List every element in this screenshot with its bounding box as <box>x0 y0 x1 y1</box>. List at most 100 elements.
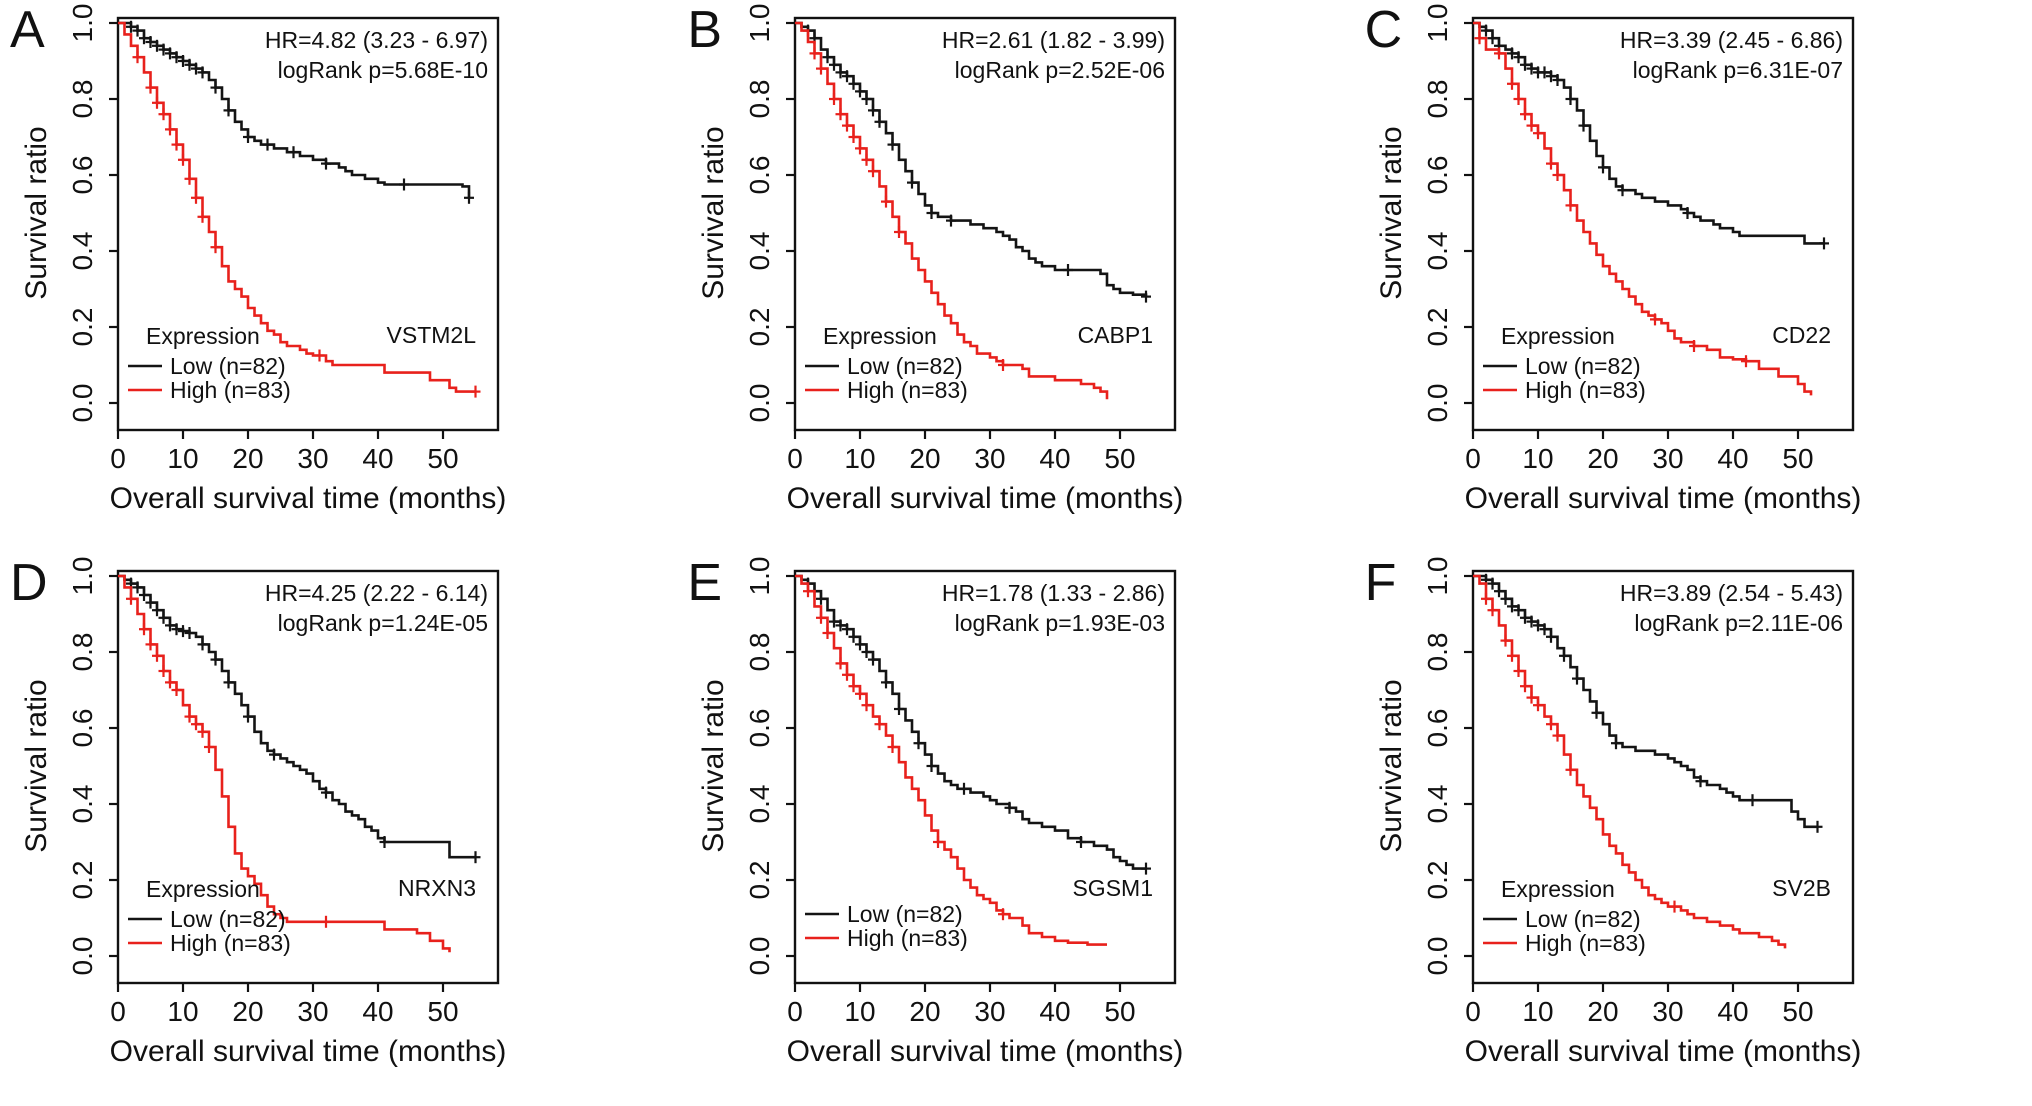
y-tick-label: 1.0 <box>744 557 775 596</box>
km-panel-d: D 0 10 20 30 40 50 0.0 0.2 0.4 0.6 0.8 1.0 Overall s… <box>0 553 677 1106</box>
legend-title: Expression <box>823 323 937 349</box>
y-tick-label: 0.6 <box>67 156 98 195</box>
x-axis-title: Overall survival time (months) <box>1464 1035 1861 1068</box>
hr-value: HR=2.61 (1.82 - 3.99) <box>942 27 1165 53</box>
y-tick-label: 0.2 <box>67 861 98 900</box>
km-panel-c: C 0 10 20 30 40 50 0.0 0.2 0.4 0.6 0.8 1.0 Overall s… <box>1355 0 2032 553</box>
y-tick-label: 0.2 <box>744 861 775 900</box>
y-tick-label: 0.2 <box>1422 861 1453 900</box>
x-tick-label: 0 <box>1465 443 1481 474</box>
x-tick-label: 20 <box>910 443 941 474</box>
y-tick-label: 0.6 <box>744 709 775 748</box>
x-tick-label: 50 <box>1105 443 1136 474</box>
logrank-value: logRank p=2.11E-06 <box>1634 610 1843 636</box>
km-curve-high <box>795 574 1108 946</box>
x-tick-label: 30 <box>975 443 1006 474</box>
x-tick-label: 50 <box>427 443 458 474</box>
y-tick-label: 0.6 <box>1422 709 1453 748</box>
y-tick-label: 1.0 <box>744 4 775 43</box>
logrank-value: logRank p=6.31E-07 <box>1632 57 1842 83</box>
x-tick-label: 20 <box>1587 996 1618 1027</box>
x-tick-label: 10 <box>1522 996 1553 1027</box>
panel-label-d: D <box>10 554 48 612</box>
hr-value: HR=3.39 (2.45 - 6.86) <box>1620 27 1843 53</box>
panel-label-f: F <box>1364 554 1397 612</box>
x-tick-label: 0 <box>110 996 126 1027</box>
gene-label: CD22 <box>1772 322 1831 348</box>
y-tick-label: 0.0 <box>1422 937 1453 976</box>
x-axis-title: Overall survival time (months) <box>787 482 1184 515</box>
gene-label: NRXN3 <box>398 875 476 901</box>
y-tick-label: 0.4 <box>1422 785 1453 824</box>
hr-value: HR=3.89 (2.54 - 5.43) <box>1620 580 1843 606</box>
x-tick-label: 40 <box>1040 996 1071 1027</box>
legend-entry-label: High (n=83) <box>847 377 968 403</box>
y-axis-title: Survival ratio <box>697 679 730 852</box>
km-chart-a: 0 10 20 30 40 50 0.0 0.2 0.4 0.6 0.8 1.0 Overall sur… <box>20 4 506 515</box>
y-tick-label: 0.6 <box>1422 156 1453 195</box>
x-tick-label: 20 <box>232 996 263 1027</box>
legend-title: Expression <box>1501 323 1615 349</box>
km-panel-a: A 0 10 20 30 40 50 0.0 0.2 0.4 0.6 0.8 1.0 Overall s… <box>0 0 677 553</box>
plot-frame <box>116 569 500 985</box>
y-axis-title: Survival ratio <box>20 679 53 852</box>
x-tick-label: 0 <box>1465 996 1481 1027</box>
x-tick-label: 30 <box>1652 996 1683 1027</box>
y-tick-label: 0.4 <box>67 232 98 271</box>
legend-entry-label: High (n=83) <box>1525 377 1646 403</box>
x-tick-label: 30 <box>297 443 328 474</box>
km-chart-b: 0 10 20 30 40 50 0.0 0.2 0.4 0.6 0.8 1.0 Overall sur… <box>697 4 1184 515</box>
y-tick-label: 0.0 <box>67 937 98 976</box>
logrank-value: logRank p=2.52E-06 <box>955 57 1165 83</box>
legend-entry-label: High (n=83) <box>170 377 291 403</box>
gene-label: VSTM2L <box>387 322 477 348</box>
logrank-value: logRank p=1.93E-03 <box>955 610 1165 636</box>
x-tick-label: 10 <box>845 443 876 474</box>
y-tick-label: 0.4 <box>744 785 775 824</box>
x-tick-label: 10 <box>167 443 198 474</box>
x-tick-label: 30 <box>975 996 1006 1027</box>
y-tick-label: 0.8 <box>67 80 98 119</box>
legend-entry-label: High (n=83) <box>847 925 968 951</box>
legend-entry-label: Low (n=82) <box>170 353 286 379</box>
legend-entry-label: High (n=83) <box>1525 930 1646 956</box>
y-tick-label: 0.6 <box>744 156 775 195</box>
y-tick-label: 0.4 <box>1422 232 1453 271</box>
y-tick-label: 1.0 <box>1422 4 1453 43</box>
legend-title: Expression <box>146 323 260 349</box>
x-tick-label: 40 <box>1717 443 1748 474</box>
x-tick-label: 10 <box>1522 443 1553 474</box>
y-tick-label: 0.4 <box>67 785 98 824</box>
y-tick-label: 0.2 <box>1422 308 1453 347</box>
legend-entry-label: High (n=83) <box>170 930 291 956</box>
y-axis-title: Survival ratio <box>697 126 730 299</box>
x-tick-label: 10 <box>845 996 876 1027</box>
y-tick-label: 0.8 <box>1422 80 1453 119</box>
logrank-value: logRank p=1.24E-05 <box>278 610 488 636</box>
x-tick-label: 0 <box>788 443 804 474</box>
y-tick-label: 0.8 <box>744 633 775 672</box>
x-tick-label: 40 <box>362 996 393 1027</box>
km-panel-f: F 0 10 20 30 40 50 0.0 0.2 0.4 0.6 0.8 1.0 Overall s… <box>1355 553 2032 1106</box>
panel-label-c: C <box>1364 1 1403 59</box>
y-tick-label: 0.2 <box>67 308 98 347</box>
x-tick-label: 10 <box>167 996 198 1027</box>
y-tick-label: 0.0 <box>67 384 98 423</box>
logrank-value: logRank p=5.68E-10 <box>278 57 488 83</box>
legend-entry-label: Low (n=82) <box>847 901 963 927</box>
plot-frame <box>794 16 1177 432</box>
y-tick-label: 0.0 <box>744 384 775 423</box>
y-tick-label: 0.8 <box>1422 633 1453 672</box>
x-tick-label: 20 <box>910 996 941 1027</box>
gene-label: CABP1 <box>1078 322 1153 348</box>
y-axis-title: Survival ratio <box>1375 679 1408 852</box>
hr-value: HR=4.25 (2.22 - 6.14) <box>265 580 488 606</box>
x-tick-label: 50 <box>1105 996 1136 1027</box>
y-axis-title: Survival ratio <box>20 126 53 299</box>
x-axis-title: Overall survival time (months) <box>1464 482 1861 515</box>
x-tick-label: 0 <box>110 443 126 474</box>
y-tick-label: 0.8 <box>744 80 775 119</box>
y-tick-label: 0.2 <box>744 308 775 347</box>
legend-title: Expression <box>1501 876 1615 902</box>
